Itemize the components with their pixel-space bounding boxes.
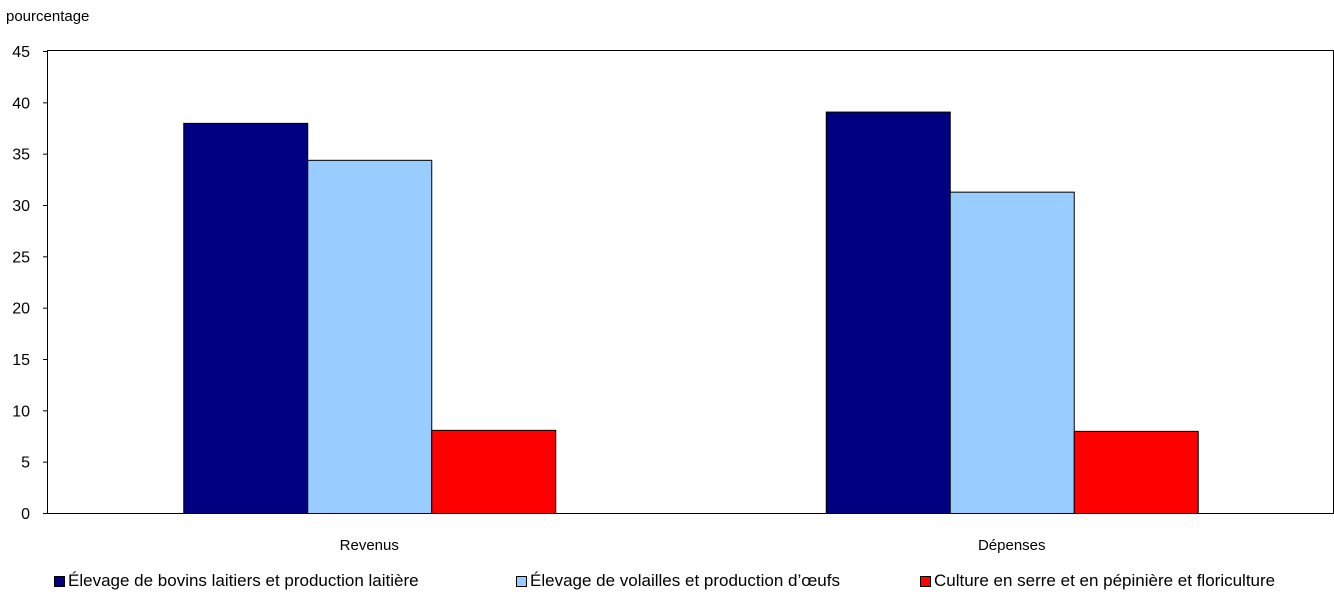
legend-label: Élevage de volailles et production d’œuf… [530, 571, 840, 590]
bar-1-0 [825, 111, 951, 514]
y-tick-label: 5 [21, 455, 30, 472]
legend-label: Élevage de bovins laitiers et production… [68, 571, 419, 590]
legend-item: Élevage de bovins laitiers et production… [54, 571, 419, 591]
y-tick-label: 40 [12, 95, 30, 112]
legend: Élevage de bovins laitiers et production… [54, 571, 1334, 593]
y-axis-ticks: 0 5 10 15 20 25 30 35 40 45 [12, 44, 48, 523]
legend-item: Élevage de volailles et production d’œuf… [516, 571, 840, 591]
bars [183, 111, 1199, 515]
y-tick-label: 20 [12, 301, 30, 318]
bar-1-2 [1073, 430, 1199, 514]
y-tick-label: 35 [12, 147, 30, 164]
bar-0-2 [431, 429, 557, 514]
y-tick-label: 15 [12, 352, 30, 369]
y-tick-label: 30 [12, 198, 30, 215]
category-label: Revenus [340, 537, 399, 554]
legend-label: Culture en serre et en pépinière et flor… [934, 571, 1276, 590]
category-labels: Revenus Dépenses [340, 537, 1046, 554]
bar-0-1 [307, 159, 433, 514]
y-tick-label: 25 [12, 249, 30, 266]
legend-item: Culture en serre et en pépinière et flor… [920, 571, 1275, 591]
y-tick-label: 10 [12, 403, 30, 420]
category-label: Dépenses [978, 537, 1046, 554]
y-tick-label: 45 [12, 44, 30, 61]
legend-swatch [54, 575, 65, 587]
y-axis-title: pourcentage [6, 8, 89, 25]
bar-chart: pourcentage 0 5 10 15 20 25 30 35 40 45 Revenus Dé… [6, 8, 1334, 554]
legend-swatch [920, 575, 931, 587]
legend-swatch [516, 575, 527, 587]
bar-1-1 [949, 191, 1075, 515]
y-tick-label: 0 [21, 506, 30, 523]
bar-0-0 [183, 122, 309, 514]
